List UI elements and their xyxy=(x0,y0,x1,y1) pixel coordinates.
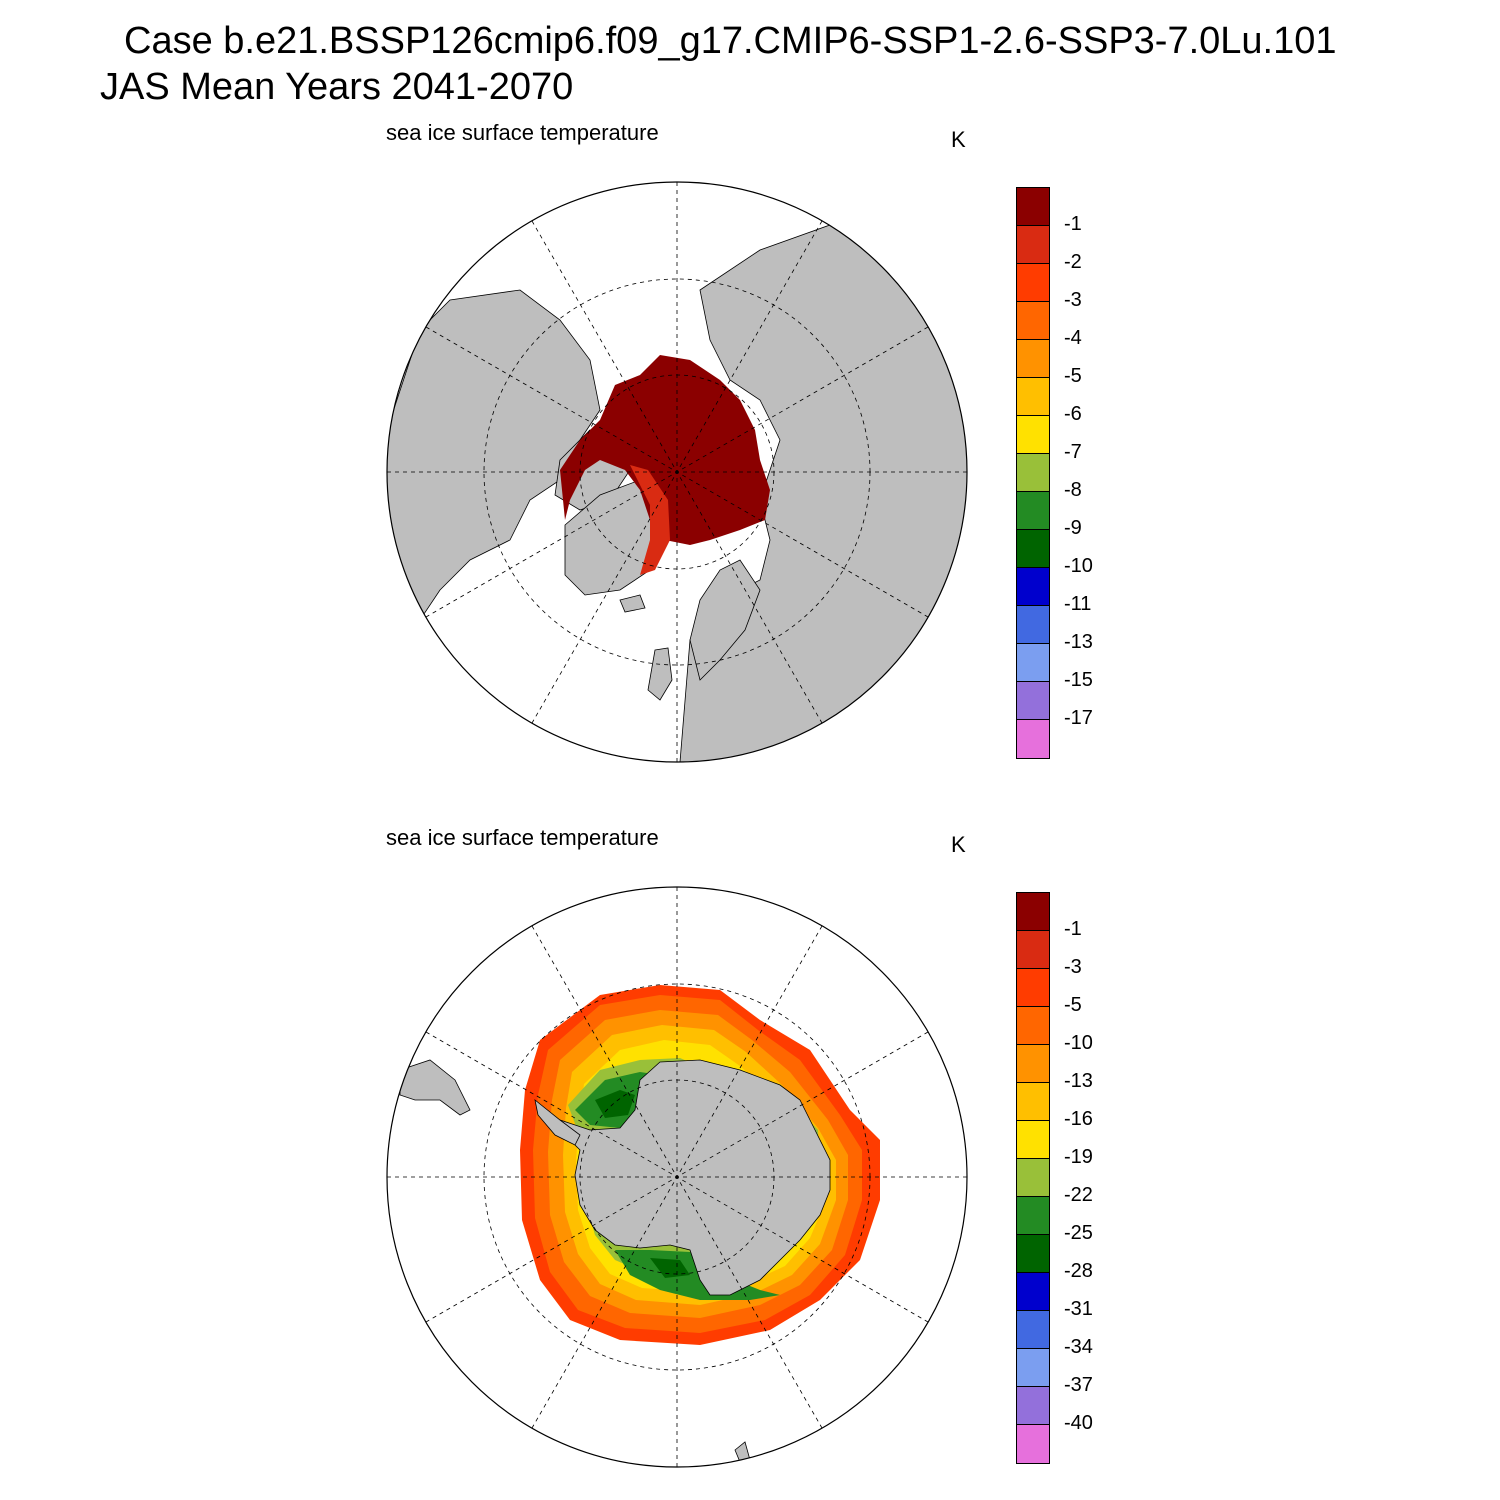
colorbar-label: -8 xyxy=(1064,479,1082,501)
colorbar-box xyxy=(1017,1197,1049,1235)
north-panel-units: K xyxy=(951,127,966,152)
colorbar-label: -1 xyxy=(1064,918,1082,940)
colorbar-box xyxy=(1017,931,1049,969)
north-colorbar xyxy=(1016,187,1050,759)
colorbar-label: -31 xyxy=(1064,1298,1093,1320)
figure-subtitle: JAS Mean Years 2041-2070 xyxy=(100,66,574,108)
north-panel-title: sea ice surface temperature xyxy=(386,120,659,145)
colorbar-box xyxy=(1017,1159,1049,1197)
colorbar-box xyxy=(1017,1121,1049,1159)
south-polar-map xyxy=(386,886,968,1468)
north-polar-map xyxy=(386,181,968,763)
colorbar-label: -16 xyxy=(1064,1108,1093,1130)
colorbar-label: -5 xyxy=(1064,994,1082,1016)
north-land-scandinavia xyxy=(689,559,761,681)
colorbar-box xyxy=(1017,1425,1049,1463)
colorbar-label: -5 xyxy=(1064,365,1082,387)
colorbar-label: -1 xyxy=(1064,213,1082,235)
colorbar-label: -25 xyxy=(1064,1222,1093,1244)
colorbar-label: -19 xyxy=(1064,1146,1093,1168)
south-land-peninsula xyxy=(534,1099,581,1146)
colorbar-box xyxy=(1017,530,1049,568)
colorbar-box xyxy=(1017,682,1049,720)
colorbar-box xyxy=(1017,1083,1049,1121)
colorbar-label: -10 xyxy=(1064,1032,1093,1054)
colorbar-box xyxy=(1017,188,1049,226)
north-sea-ice-fringe xyxy=(630,465,670,575)
north-land-iceland xyxy=(619,594,646,613)
figure-title: Case b.e21.BSSP126cmip6.f09_g17.CMIP6-SS… xyxy=(124,20,1337,62)
colorbar-label: -34 xyxy=(1064,1336,1093,1358)
colorbar-box xyxy=(1017,606,1049,644)
colorbar-box xyxy=(1017,644,1049,682)
colorbar-box xyxy=(1017,340,1049,378)
colorbar-label: -28 xyxy=(1064,1260,1093,1282)
colorbar-box xyxy=(1017,1387,1049,1425)
south-map-border xyxy=(386,886,968,1468)
colorbar-box xyxy=(1017,720,1049,758)
south-ice-band-7 xyxy=(575,1072,780,1300)
colorbar-box xyxy=(1017,893,1049,931)
colorbar-label: -9 xyxy=(1064,517,1082,539)
colorbar-label: -13 xyxy=(1064,631,1093,653)
colorbar-box xyxy=(1017,1007,1049,1045)
colorbar-label: -13 xyxy=(1064,1070,1093,1092)
north-graticule xyxy=(387,182,967,762)
colorbar-box xyxy=(1017,226,1049,264)
colorbar-label: -10 xyxy=(1064,555,1093,577)
colorbar-box xyxy=(1017,1235,1049,1273)
north-map-border xyxy=(386,181,968,763)
colorbar-box xyxy=(1017,1045,1049,1083)
south-land-south-america xyxy=(399,1059,471,1116)
colorbar-box xyxy=(1017,969,1049,1007)
colorbar-label: -15 xyxy=(1064,669,1093,691)
colorbar-box xyxy=(1017,416,1049,454)
colorbar-box xyxy=(1017,1349,1049,1387)
colorbar-label: -3 xyxy=(1064,956,1082,978)
colorbar-label: -37 xyxy=(1064,1374,1093,1396)
south-panel-title: sea ice surface temperature xyxy=(386,825,659,850)
colorbar-box xyxy=(1017,1311,1049,1349)
south-graticule xyxy=(387,887,967,1467)
colorbar-box xyxy=(1017,568,1049,606)
colorbar-label: -22 xyxy=(1064,1184,1093,1206)
colorbar-label: -40 xyxy=(1064,1412,1093,1434)
colorbar-box xyxy=(1017,302,1049,340)
colorbar-box xyxy=(1017,492,1049,530)
colorbar-label: -3 xyxy=(1064,289,1082,311)
colorbar-label: -17 xyxy=(1064,707,1093,729)
colorbar-label: -11 xyxy=(1064,593,1092,615)
colorbar-label: -2 xyxy=(1064,251,1082,273)
colorbar-box xyxy=(1017,378,1049,416)
colorbar-label: -4 xyxy=(1064,327,1082,349)
colorbar-box xyxy=(1017,264,1049,302)
colorbar-box xyxy=(1017,454,1049,492)
south-colorbar xyxy=(1016,892,1050,1464)
south-ice-band-8 xyxy=(595,1090,690,1278)
colorbar-label: -7 xyxy=(1064,441,1082,463)
colorbar-box xyxy=(1017,1273,1049,1311)
colorbar-label: -6 xyxy=(1064,403,1082,425)
south-panel-units: K xyxy=(951,832,966,857)
north-land-britain xyxy=(647,647,673,701)
